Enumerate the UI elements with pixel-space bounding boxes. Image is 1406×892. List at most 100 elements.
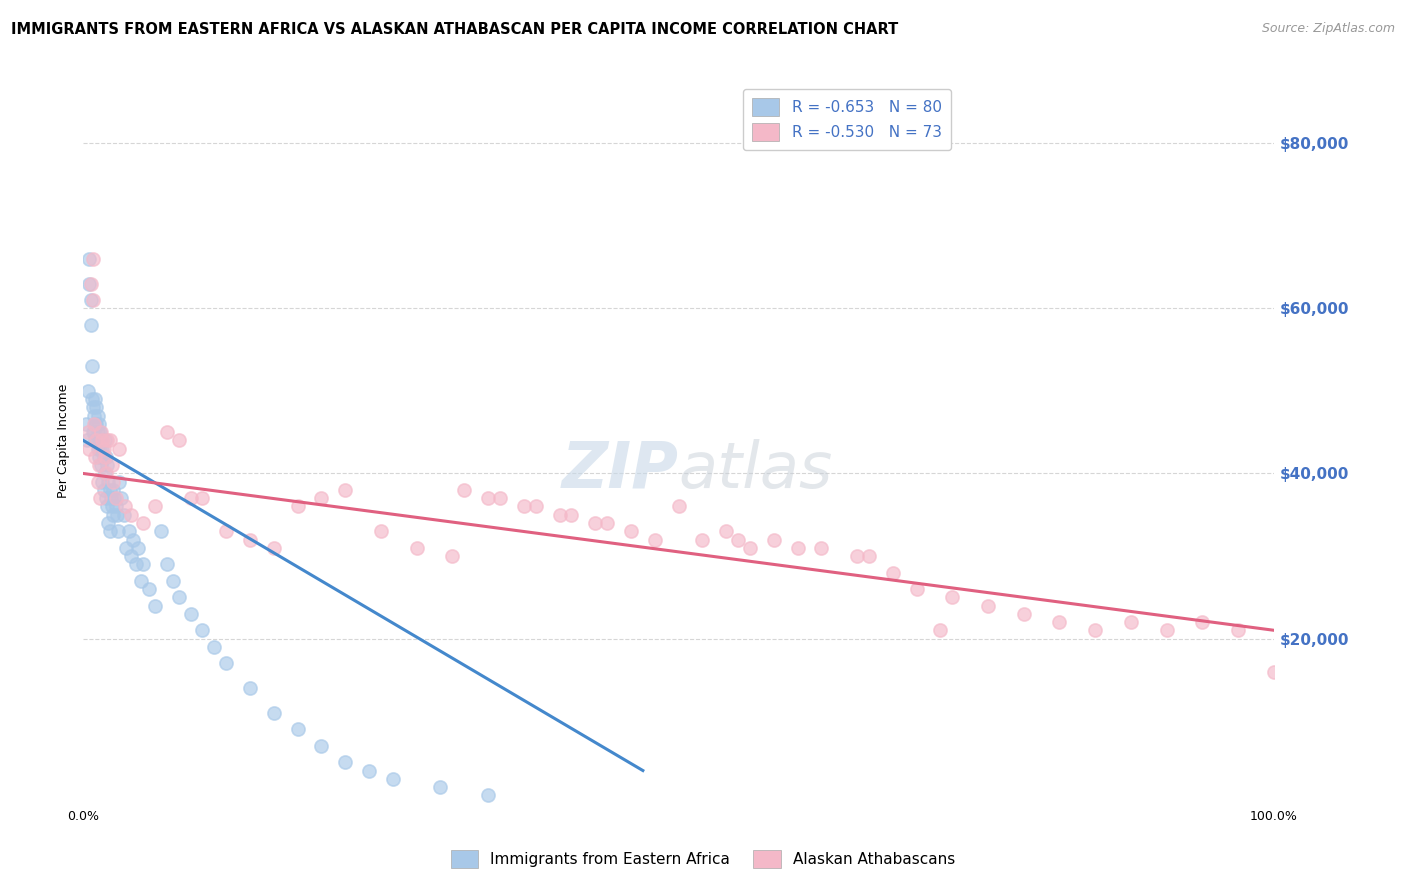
Text: Source: ZipAtlas.com: Source: ZipAtlas.com <box>1261 22 1395 36</box>
Point <box>129 574 152 588</box>
Point <box>94 467 117 481</box>
Point <box>405 541 427 555</box>
Point <box>156 425 179 440</box>
Point <box>786 541 808 555</box>
Point <box>77 425 100 440</box>
Point <box>762 533 785 547</box>
Point <box>84 450 107 464</box>
Point <box>86 417 108 431</box>
Point <box>108 475 131 489</box>
Point <box>79 277 101 291</box>
Point <box>882 566 904 580</box>
Point <box>87 458 110 473</box>
Point <box>84 417 107 431</box>
Point <box>79 293 101 308</box>
Point <box>120 508 142 522</box>
Point <box>104 500 127 514</box>
Point <box>381 772 404 786</box>
Point <box>87 434 110 448</box>
Point <box>1227 624 1250 638</box>
Point <box>125 558 148 572</box>
Point <box>87 450 110 464</box>
Point <box>86 442 108 456</box>
Point <box>77 384 100 398</box>
Point <box>91 475 114 489</box>
Point <box>80 359 103 374</box>
Point <box>202 640 225 654</box>
Text: IMMIGRANTS FROM EASTERN AFRICA VS ALASKAN ATHABASCAN PER CAPITA INCOME CORRELATI: IMMIGRANTS FROM EASTERN AFRICA VS ALASKA… <box>11 22 898 37</box>
Point <box>191 491 214 506</box>
Y-axis label: Per Capita Income: Per Capita Income <box>58 384 70 498</box>
Point <box>79 277 101 291</box>
Point <box>89 425 111 440</box>
Point <box>96 434 118 448</box>
Point <box>1012 607 1035 621</box>
Point <box>127 541 149 555</box>
Point <box>1263 665 1285 679</box>
Point <box>83 417 105 431</box>
Point <box>110 491 132 506</box>
Point <box>668 500 690 514</box>
Point <box>94 491 117 506</box>
Point <box>101 458 124 473</box>
Point <box>83 409 105 423</box>
Point <box>905 582 928 596</box>
Legend: R = -0.653   N = 80, R = -0.530   N = 73: R = -0.653 N = 80, R = -0.530 N = 73 <box>742 88 950 150</box>
Legend: Immigrants from Eastern Africa, Alaskan Athabascans: Immigrants from Eastern Africa, Alaskan … <box>444 844 962 873</box>
Point <box>101 483 124 497</box>
Point <box>96 500 118 514</box>
Point <box>101 475 124 489</box>
Point <box>108 442 131 456</box>
Point <box>138 582 160 596</box>
Point <box>79 318 101 332</box>
Point <box>143 599 166 613</box>
Point <box>143 500 166 514</box>
Point <box>179 607 201 621</box>
Point <box>105 508 128 522</box>
Point <box>107 524 129 539</box>
Point <box>513 500 536 514</box>
Point <box>76 434 98 448</box>
Point <box>727 533 749 547</box>
Point <box>441 549 464 563</box>
Point <box>335 483 357 497</box>
Point <box>692 533 714 547</box>
Point <box>117 524 139 539</box>
Point <box>179 491 201 506</box>
Point <box>82 425 104 440</box>
Point <box>90 458 112 473</box>
Point <box>311 491 333 506</box>
Point <box>858 549 880 563</box>
Point <box>91 442 114 456</box>
Point <box>79 252 101 266</box>
Point <box>97 475 120 489</box>
Point <box>86 434 108 448</box>
Point <box>1119 615 1142 629</box>
Point <box>489 491 512 506</box>
Point <box>287 723 309 737</box>
Point <box>104 491 127 506</box>
Point <box>93 483 115 497</box>
Point <box>596 516 619 530</box>
Point <box>263 541 285 555</box>
Point <box>93 450 115 464</box>
Point <box>370 524 392 539</box>
Point <box>846 549 869 563</box>
Point <box>191 624 214 638</box>
Point <box>101 508 124 522</box>
Point <box>132 558 155 572</box>
Point <box>239 533 262 547</box>
Point <box>98 483 121 497</box>
Point <box>429 780 451 794</box>
Point <box>239 681 262 695</box>
Point <box>96 458 118 473</box>
Point <box>91 434 114 448</box>
Point <box>149 524 172 539</box>
Point <box>1049 615 1071 629</box>
Point <box>94 434 117 448</box>
Point <box>132 516 155 530</box>
Point <box>477 491 499 506</box>
Point <box>215 524 238 539</box>
Point <box>524 500 547 514</box>
Point <box>453 483 475 497</box>
